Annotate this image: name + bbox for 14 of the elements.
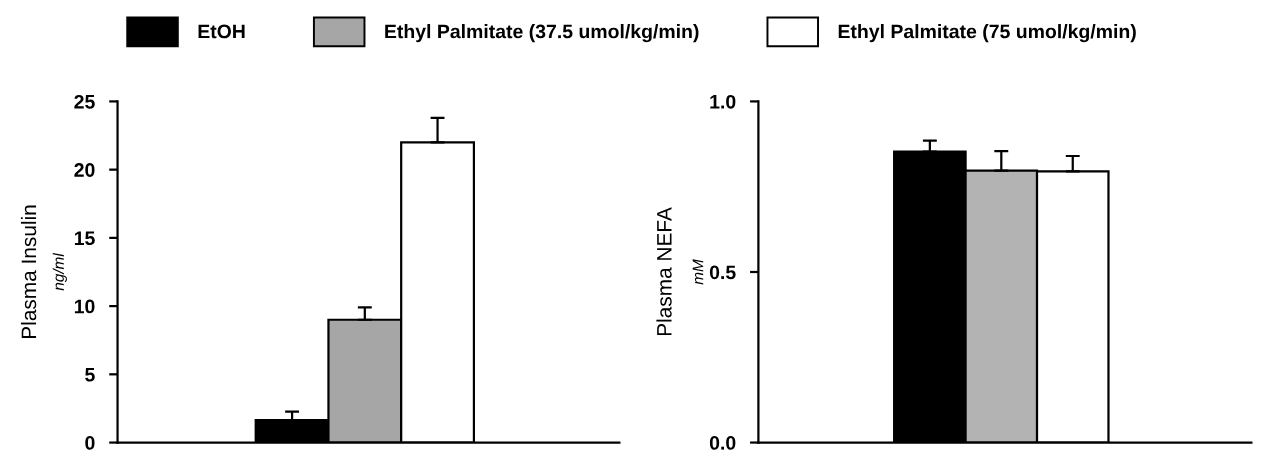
y-tick-label: 0.5	[709, 265, 736, 280]
y-tick-label: 20	[74, 163, 95, 177]
y-tick-label: 10	[74, 299, 95, 314]
y-tick-label: 25	[74, 94, 95, 109]
y-tick-label: 1.0	[710, 94, 736, 109]
y-tick-label: 5	[85, 368, 95, 382]
legend-label: EtOH	[198, 24, 245, 39]
y-axis-title: Plasma NEFA mM	[656, 207, 704, 336]
y-tick-label: 0.0	[709, 436, 736, 450]
y-tick-label: 0	[85, 436, 95, 450]
y-tick-label: 15	[74, 231, 95, 246]
legend-label: Ethyl Palmitate (37.5 umol/kg/min)	[385, 24, 699, 43]
legend-label: Ethyl Palmitate (75 umol/kg/min)	[838, 24, 1136, 43]
y-axis-title: Plasma Insulin ng/ml	[20, 205, 67, 339]
